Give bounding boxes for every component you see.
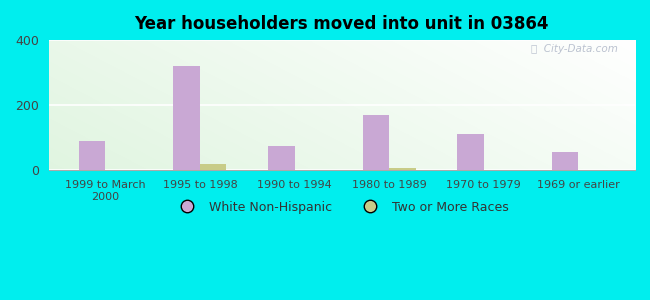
Bar	[200, 164, 226, 170]
Bar	[174, 66, 200, 170]
Bar	[552, 152, 578, 170]
Bar	[79, 141, 105, 170]
Legend: White Non-Hispanic, Two or More Races: White Non-Hispanic, Two or More Races	[170, 196, 514, 219]
Bar	[457, 134, 484, 170]
Bar	[389, 168, 415, 170]
Title: Year householders moved into unit in 03864: Year householders moved into unit in 038…	[135, 15, 549, 33]
Bar	[363, 115, 389, 170]
Text: ⓘ  City-Data.com: ⓘ City-Data.com	[530, 44, 618, 54]
Bar	[268, 146, 294, 170]
